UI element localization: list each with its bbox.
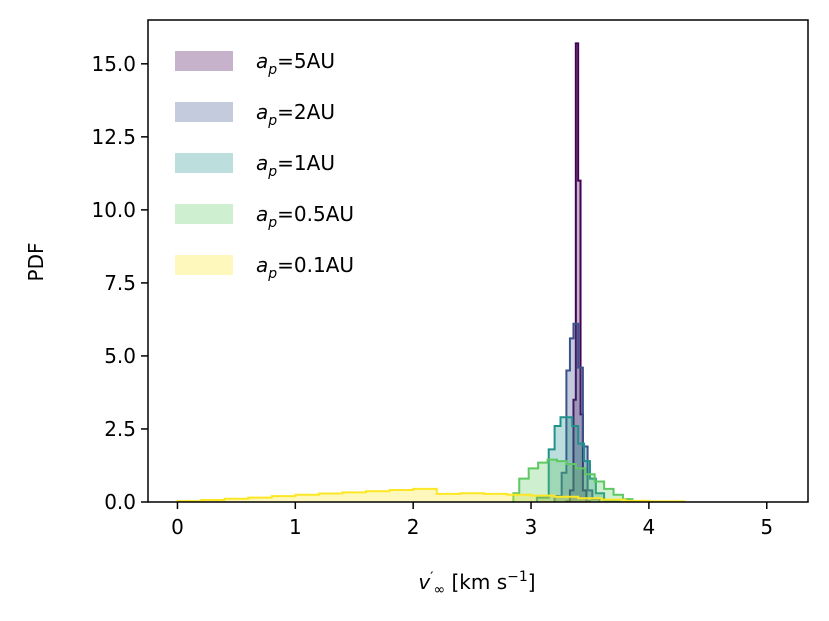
x-label-inf: ∞	[433, 582, 445, 598]
hist-bar	[460, 493, 484, 502]
series-outline	[565, 42, 591, 503]
y-tick-label: 0.0	[104, 490, 136, 514]
hist-bar	[566, 417, 573, 502]
hist-bar	[573, 399, 576, 502]
x-label-v: v	[418, 570, 431, 594]
legend-label: ap=2AU	[256, 100, 335, 129]
legend: ap=5AU ap=2AU ap=1AU ap=0.5AU ap=0.1AU	[175, 49, 354, 282]
hist-bar	[389, 490, 414, 502]
hist-bar	[548, 449, 555, 502]
hist-bar	[585, 474, 595, 502]
hist-bar	[554, 426, 561, 502]
legend-label: ap=1AU	[256, 151, 335, 180]
y-axis-label: PDF	[24, 243, 48, 282]
y-axis-ticks: 0.0 2.5 5.0 7.5 10.0 12.5 15.0	[91, 52, 148, 514]
hist-bar	[601, 499, 626, 502]
hist-bar	[582, 490, 587, 502]
hist-bar	[342, 492, 367, 502]
hist-bar	[594, 481, 605, 502]
series-outline	[512, 458, 650, 503]
hist-bar	[295, 494, 319, 502]
hist-bar	[578, 443, 585, 502]
hist-bar	[575, 468, 586, 502]
x-axis-ticks: 0 1 2 3 4 5	[171, 502, 773, 539]
hist-bar	[566, 370, 570, 502]
x-tick-label: 4	[643, 515, 656, 539]
hist-bar	[224, 498, 249, 502]
hist-bar	[556, 461, 567, 502]
y-tick-label: 10.0	[91, 198, 136, 222]
hist-bar	[519, 478, 529, 502]
hist-bar	[248, 497, 272, 502]
y-tick-label: 15.0	[91, 52, 136, 76]
y-tick-label: 2.5	[104, 417, 136, 441]
x-tick-label: 5	[760, 515, 773, 539]
series-outline	[535, 416, 621, 502]
x-tick-label: 3	[525, 515, 538, 539]
hist-bar	[580, 414, 583, 502]
x-label-exp: −1	[507, 569, 528, 585]
hist-bar	[201, 499, 225, 502]
hist-bar	[538, 462, 548, 502]
legend-swatch	[175, 204, 233, 224]
hist-bar	[578, 180, 581, 502]
x-label-unit: [km s	[445, 570, 507, 594]
y-tick-label: 12.5	[91, 125, 136, 149]
hist-bar	[578, 498, 602, 502]
legend-swatch	[175, 102, 233, 122]
hist-bar	[271, 496, 296, 502]
x-tick-label: 1	[289, 515, 302, 539]
series-outline	[553, 322, 601, 502]
hist-bar	[604, 488, 614, 502]
hist-bar	[578, 367, 583, 502]
series-4	[176, 487, 686, 503]
x-axis-label: v′∞ [km s−1]	[418, 569, 535, 598]
hist-bar	[547, 459, 557, 502]
legend-swatch	[175, 51, 233, 71]
legend-label: ap=0.5AU	[256, 202, 354, 231]
hist-bar	[531, 495, 555, 502]
hist-bar	[566, 464, 576, 502]
hist-bar	[507, 494, 532, 502]
legend-swatch	[175, 153, 233, 173]
hist-bar	[513, 493, 520, 502]
hist-bar	[584, 461, 590, 502]
hist-bar	[483, 493, 508, 502]
x-label-prime: ′	[430, 570, 433, 586]
hist-bar	[561, 472, 567, 502]
hist-bar	[318, 493, 343, 502]
hist-bar	[587, 490, 593, 502]
hist-bar	[589, 478, 596, 502]
x-tick-label: 2	[407, 515, 420, 539]
plot-series-group	[176, 42, 686, 503]
hist-bar	[436, 493, 461, 502]
series-3	[512, 458, 650, 503]
hist-bar	[560, 417, 567, 502]
hist-bar	[575, 43, 579, 503]
series-outline	[176, 487, 686, 503]
y-tick-label: 5.0	[104, 344, 136, 368]
hist-bar	[528, 468, 539, 502]
hist-bar	[573, 323, 579, 502]
hist-bar	[613, 494, 623, 502]
plot-frame	[147, 19, 809, 503]
hist-bar	[413, 488, 437, 502]
x-label-close: ]	[528, 570, 536, 594]
hist-bar	[554, 496, 562, 502]
y-tick-label: 7.5	[104, 271, 136, 295]
legend-label: ap=5AU	[256, 49, 335, 78]
hist-bar	[592, 499, 600, 502]
hist-bar	[554, 496, 579, 502]
legend-swatch	[175, 255, 233, 275]
x-tick-label: 0	[171, 515, 184, 539]
hist-bar	[536, 497, 549, 502]
legend-label: ap=0.1AU	[256, 253, 354, 282]
hist-bar	[366, 491, 390, 502]
